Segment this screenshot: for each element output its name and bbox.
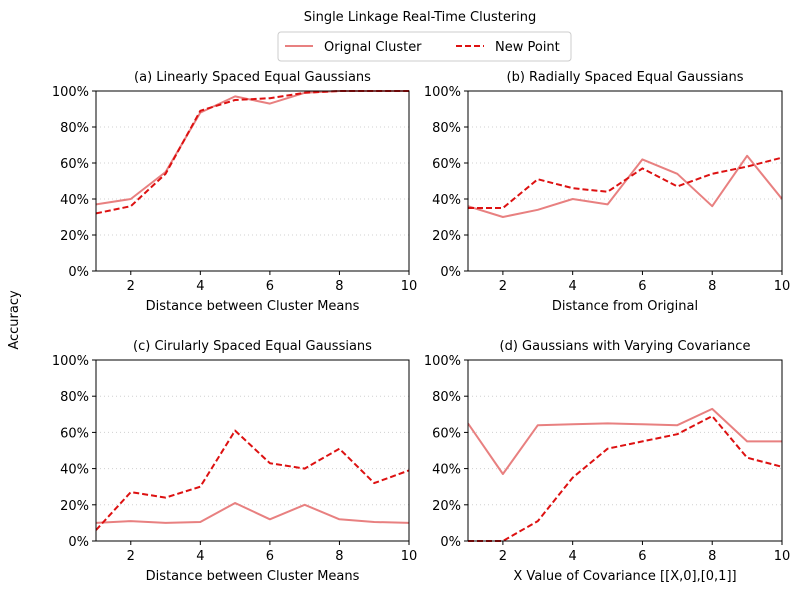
y-tick-label-b: 60% <box>432 157 461 172</box>
x-axis-label-d: X Value of Covariance [[X,0],[0,1]] <box>513 569 736 584</box>
x-axis-label-c: Distance between Cluster Means <box>146 569 360 584</box>
series-original-cluster-b <box>468 154 782 218</box>
subplot-d: (d) Gaussians with Varying Covariance 0% 2… <box>424 339 790 584</box>
x-tick-label-b: 6 <box>638 279 646 294</box>
y-tick-label-a: 20% <box>60 229 89 244</box>
y-tick-label-d: 40% <box>432 463 461 478</box>
y-tick-label-c: 40% <box>60 463 89 478</box>
y-tick-label-c: 60% <box>60 426 89 441</box>
series-original-cluster-d <box>468 407 782 475</box>
x-axis-label-b: Distance from Original <box>552 299 698 314</box>
subplot-a: (a) Linearly Spaced Equal Gaussians 0% 20%… <box>52 70 417 314</box>
y-tick-label-a: 100% <box>52 85 89 100</box>
x-tick-label-d: 6 <box>638 549 646 564</box>
subplot-c: (c) Cirularly Spaced Equal Gaussians 0% 20… <box>52 339 417 584</box>
series-new-point-d <box>468 415 782 542</box>
y-tick-label-c: 80% <box>60 390 89 405</box>
subplot-title-d: (d) Gaussians with Varying Covariance <box>500 339 751 354</box>
series-new-point-b <box>468 156 782 209</box>
y-tick-label-d: 100% <box>424 354 461 369</box>
x-axis-label-a: Distance between Cluster Means <box>146 299 360 314</box>
x-tick-label-c: 4 <box>196 549 204 564</box>
x-tick-label-a: 6 <box>266 279 274 294</box>
y-tick-label-d: 0% <box>440 535 461 550</box>
legend-frame <box>277 31 572 62</box>
y-tick-label-a: 60% <box>60 157 89 172</box>
subplots: (a) Linearly Spaced Equal Gaussians0%20%… <box>52 70 790 584</box>
x-tick-label-d: 2 <box>499 549 507 564</box>
x-tick-label-b: 8 <box>708 279 716 294</box>
subplot-b: (b) Radially Spaced Equal Gaussians 0% 20%… <box>424 70 790 314</box>
y-tick-label-c: 0% <box>68 535 89 550</box>
y-tick-label-c: 20% <box>60 499 89 514</box>
subplot-title-a: (a) Linearly Spaced Equal Gaussians <box>134 70 371 85</box>
y-tick-label-a: 40% <box>60 193 89 208</box>
x-tick-label-a: 8 <box>335 279 343 294</box>
x-tick-label-a: 10 <box>401 279 418 294</box>
legend: Orignal Cluster New Point <box>277 31 572 62</box>
y-tick-label-d: 20% <box>432 499 461 514</box>
figure-ylabel: Accuracy <box>7 290 22 350</box>
y-tick-label-d: 60% <box>432 426 461 441</box>
plot-frame-a <box>95 90 410 272</box>
series-original-cluster-c <box>96 502 409 524</box>
x-tick-label-c: 8 <box>335 549 343 564</box>
x-tick-label-b: 4 <box>569 279 577 294</box>
x-tick-label-c: 10 <box>401 549 418 564</box>
plot-frame-b <box>467 90 783 272</box>
x-tick-label-c: 6 <box>266 549 274 564</box>
series-new-point-c <box>96 429 409 531</box>
x-tick-label-c: 2 <box>127 549 135 564</box>
legend-label-original: Orignal Cluster <box>324 40 422 55</box>
x-tick-label-a: 2 <box>127 279 135 294</box>
y-tick-label-b: 20% <box>432 229 461 244</box>
x-tick-label-b: 2 <box>499 279 507 294</box>
x-tick-label-d: 4 <box>569 549 577 564</box>
series-new-point-a <box>96 90 409 215</box>
x-tick-label-d: 10 <box>774 549 791 564</box>
y-tick-label-a: 80% <box>60 121 89 136</box>
x-tick-label-a: 4 <box>196 279 204 294</box>
subplot-title-b: (b) Radially Spaced Equal Gaussians <box>507 70 744 85</box>
y-tick-label-a: 0% <box>68 265 89 280</box>
y-tick-label-b: 100% <box>424 85 461 100</box>
x-tick-label-d: 8 <box>708 549 716 564</box>
legend-label-new-point: New Point <box>495 40 560 55</box>
y-tick-label-d: 80% <box>432 390 461 405</box>
y-tick-label-c: 100% <box>52 354 89 369</box>
x-tick-label-b: 10 <box>774 279 791 294</box>
y-tick-label-b: 80% <box>432 121 461 136</box>
plot-frame-c <box>95 359 410 542</box>
series-original-cluster-a <box>96 90 409 206</box>
y-tick-label-b: 40% <box>432 193 461 208</box>
subplot-title-c: (c) Cirularly Spaced Equal Gaussians <box>133 339 372 354</box>
y-tick-label-b: 0% <box>440 265 461 280</box>
plot-frame-d <box>467 359 783 542</box>
figure-title: Single Linkage Real-Time Clustering <box>304 10 537 25</box>
